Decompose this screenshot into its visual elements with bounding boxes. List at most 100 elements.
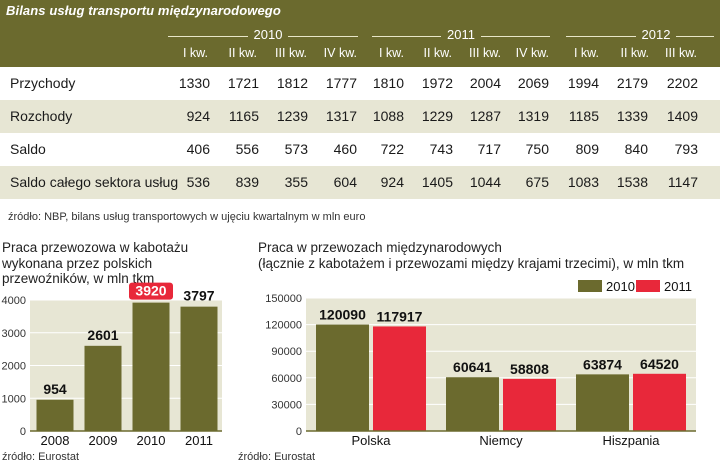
bar-value-label: 63874 <box>583 356 622 372</box>
x-tick-label: Polska <box>351 433 391 448</box>
plot-background <box>306 298 696 431</box>
bar-value-label: 3797 <box>183 288 214 304</box>
y-tick-label: 4000 <box>2 295 26 307</box>
bar-2011 <box>503 378 556 431</box>
table-title: Bilans usług transportu międzynarodowego <box>6 3 281 18</box>
bar-value-label: 120090 <box>319 307 366 323</box>
table-cell: 1147 <box>667 174 698 190</box>
bar-2010 <box>446 377 499 431</box>
y-tick-label: 90000 <box>271 346 302 358</box>
table-cell: 2069 <box>517 75 549 91</box>
table-cell: 2202 <box>666 75 698 91</box>
quarter-label: I kw. <box>378 46 404 60</box>
y-tick-label: 0 <box>20 426 26 438</box>
table-cell: 1339 <box>616 108 648 124</box>
bar <box>180 306 218 431</box>
table-cell: 536 <box>186 174 210 190</box>
table-header: Bilans usług transportu międzynarodowego… <box>0 0 720 67</box>
table-row-rozchody: Rozchody 924 1165 1239 1317 1088 1229 12… <box>0 100 720 133</box>
row-label: Przychody <box>10 75 76 91</box>
kabotaz-bar-chart: 0 1000 2000 3000 4000 954 2008 2601 2009 3920 2010… <box>2 282 222 448</box>
y-tick-label: 60000 <box>271 373 302 385</box>
table-cell: 924 <box>186 108 210 124</box>
y-tick-label: 30000 <box>271 399 302 411</box>
bar-2011 <box>633 373 686 431</box>
value-label-highlight <box>129 282 173 300</box>
year-label-2012: 2012 <box>636 27 676 42</box>
table-cell: 840 <box>624 141 648 157</box>
table-source: źródło: NBP, bilans usług transportowych… <box>8 211 366 223</box>
international-chart-source: źródło: Eurostat <box>238 451 316 463</box>
bar-2010 <box>576 374 629 431</box>
quarter-label: II kw. <box>620 46 649 60</box>
bar-value-label: 60641 <box>453 359 492 375</box>
x-tick-label: 2011 <box>185 433 213 448</box>
y-tick-label: 120000 <box>265 320 302 332</box>
row-label: Rozchody <box>10 108 73 124</box>
kabotaz-chart-source: źródło: Eurostat <box>2 451 80 463</box>
y-tick-label: 150000 <box>265 293 302 305</box>
table-cell: 1083 <box>567 174 599 190</box>
table-cell: 604 <box>333 174 357 190</box>
table-cell: 406 <box>186 141 210 157</box>
quarter-label: IV kw. <box>515 46 549 60</box>
table-cell: 717 <box>477 141 501 157</box>
table-cell: 1229 <box>421 108 453 124</box>
table-cell: 1287 <box>469 108 501 124</box>
table-cell: 460 <box>333 141 357 157</box>
x-tick-label: 2009 <box>89 433 118 448</box>
y-tick-label: 1000 <box>2 393 26 405</box>
table-cell: 1319 <box>517 108 549 124</box>
table-cell: 793 <box>674 141 698 157</box>
table-cell: 355 <box>284 174 308 190</box>
legend-swatch-2011 <box>636 280 660 292</box>
bar-2010 <box>316 324 369 431</box>
international-chart-subtitle: (łącznie z kabotażem i przewozami między… <box>258 256 685 271</box>
table-cell: 1239 <box>276 108 308 124</box>
bar-value-label: 117917 <box>377 308 423 324</box>
table-cell: 573 <box>284 141 308 157</box>
table-cell: 2179 <box>616 75 648 91</box>
table-cell: 1317 <box>325 108 357 124</box>
year-label-2010: 2010 <box>248 27 288 42</box>
x-tick-label: Niemcy <box>479 433 523 448</box>
table-cell: 809 <box>575 141 599 157</box>
quarter-label: II kw. <box>423 46 452 60</box>
bar <box>132 302 170 431</box>
table-cell: 1972 <box>421 75 453 91</box>
table-cell: 1777 <box>325 75 357 91</box>
y-tick-label: 2000 <box>2 361 26 373</box>
table-row-przychody: Przychody 1330 1721 1812 1777 1810 1972 … <box>0 67 720 100</box>
table-cell: 1538 <box>616 174 648 190</box>
bar-value-label: 2601 <box>87 327 118 343</box>
bar-value-label: 3920 <box>135 283 166 299</box>
kabotaz-chart-title: Praca przewozowa w kabotażu wykonana prz… <box>2 240 189 286</box>
table-cell: 743 <box>429 141 453 157</box>
quarter-label: I kw. <box>182 46 208 60</box>
table-cell: 1810 <box>372 75 404 91</box>
year-label-2011: 2011 <box>441 27 481 42</box>
table-row-saldo: Saldo 406 556 573 460 722 743 717 750 80… <box>0 133 720 166</box>
y-tick-label: 3000 <box>2 328 26 340</box>
bar-value-label: 58808 <box>510 361 549 377</box>
table-cell: 1185 <box>568 108 599 124</box>
x-tick-label: 2008 <box>41 433 70 448</box>
x-tick-label: 2010 <box>137 433 166 448</box>
row-label: Saldo całego sektora usług <box>10 174 179 190</box>
table-cell: 1330 <box>178 75 210 91</box>
table-cell: 1405 <box>421 174 453 190</box>
table-cell: 924 <box>380 174 404 190</box>
international-chart-title: Praca w przewozach międzynarodowych <box>258 240 502 255</box>
table-cell: 1409 <box>666 108 698 124</box>
bar <box>36 399 74 431</box>
bar-value-label: 954 <box>43 381 67 397</box>
y-tick-label: 0 <box>296 426 302 438</box>
table-cell: 1165 <box>228 108 259 124</box>
legend-swatch-2010 <box>578 280 602 292</box>
table-cell: 1812 <box>276 75 308 91</box>
table-cell: 839 <box>235 174 259 190</box>
table-cell: 1994 <box>567 75 599 91</box>
table-cell: 1088 <box>372 108 404 124</box>
table-row-saldo-sektora: Saldo całego sektora usług 536 839 355 6… <box>0 166 720 199</box>
quarter-label: IV kw. <box>323 46 357 60</box>
